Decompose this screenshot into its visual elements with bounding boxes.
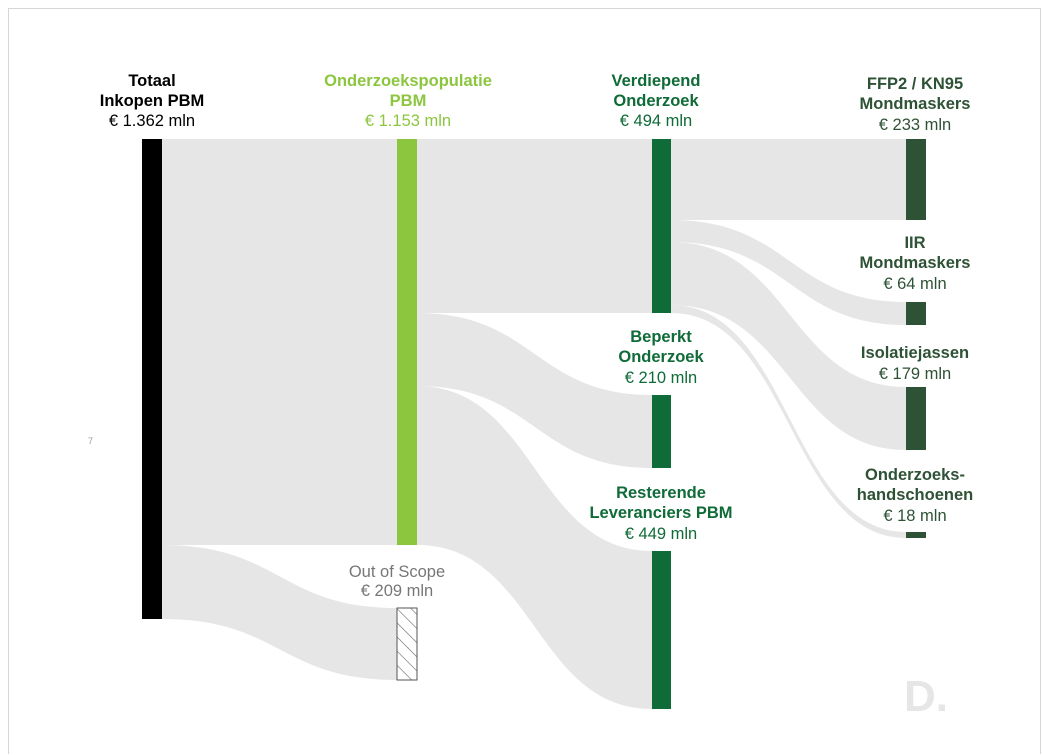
- resterende-title-line1: Resterende: [616, 484, 706, 502]
- isolatiejassen-title: Isolatiejassen: [861, 344, 969, 362]
- beperkt-value: € 210 mln: [625, 369, 697, 387]
- node-bar-iir: [906, 302, 926, 325]
- onderzoekspopulatie-value: € 1.153 mln: [365, 112, 451, 130]
- ffp2-title-line2: Mondmaskers: [860, 95, 971, 113]
- beperkt-title-line2: Onderzoek: [618, 348, 704, 366]
- flow-onderzoekspopulatie-beperkt: [417, 313, 652, 468]
- node-bar-onderzoekspopulatie: [397, 139, 417, 545]
- flow-onderzoekspopulatie-verdiepend: [417, 139, 652, 313]
- ffp2-value: € 233 mln: [879, 116, 951, 134]
- handschoenen-title-line1: Onderzoeks-: [865, 466, 965, 484]
- totaal-value: € 1.362 mln: [109, 112, 195, 130]
- flow-verdiepend-isolatiejassen: [671, 242, 906, 450]
- onderzoekspopulatie-title-line1: Onderzoekspopulatie: [324, 72, 492, 90]
- flow-verdiepend-iir: [671, 220, 906, 325]
- flow-totaal-onderzoekspopulatie: [162, 139, 397, 545]
- outofscope-value: € 209 mln: [361, 582, 433, 600]
- node-bar-totaal: [142, 139, 162, 619]
- verdiepend-title-line1: Verdiepend: [612, 72, 701, 90]
- verdiepend-title-line2: Onderzoek: [613, 92, 699, 110]
- node-bar-isolatiejassen: [906, 387, 926, 450]
- iir-title-line2: Mondmaskers: [860, 254, 971, 272]
- onderzoekspopulatie-title-line2: PBM: [390, 92, 427, 110]
- handschoenen-title-line2: handschoenen: [857, 486, 973, 504]
- node-bar-beperkt: [652, 395, 671, 468]
- page-marker: 7: [88, 436, 93, 446]
- resterende-title-line2: Leveranciers PBM: [589, 504, 732, 522]
- flow-verdiepend-ffp2: [671, 139, 906, 220]
- outofscope-title: Out of Scope: [349, 563, 445, 581]
- handschoenen-value: € 18 mln: [883, 507, 946, 525]
- isolatiejassen-value: € 179 mln: [879, 365, 951, 383]
- logo: D.: [904, 672, 948, 721]
- iir-title-line1: IIR: [904, 234, 925, 252]
- resterende-value: € 449 mln: [625, 525, 697, 543]
- flow-onderzoekspopulatie-resterende: [417, 386, 652, 709]
- node-bar-outofscope: [396, 607, 418, 681]
- flow-verdiepend-handschoenen: [671, 305, 906, 538]
- totaal-title-line1: Totaal: [128, 72, 175, 90]
- verdiepend-value: € 494 mln: [620, 112, 692, 130]
- node-bar-resterende: [652, 551, 671, 709]
- node-bar-verdiepend: [652, 139, 671, 313]
- iir-value: € 64 mln: [883, 275, 946, 293]
- flows: [162, 139, 906, 709]
- node-bar-handschoenen: [906, 532, 926, 538]
- beperkt-title-line1: Beperkt: [630, 328, 692, 346]
- node-bar-ffp2: [906, 139, 926, 220]
- totaal-title-line2: Inkopen PBM: [100, 92, 205, 110]
- ffp2-title-line1: FFP2 / KN95: [867, 75, 963, 93]
- flow-totaal-outofscope: [162, 545, 397, 680]
- chart-frame: [8, 8, 1041, 754]
